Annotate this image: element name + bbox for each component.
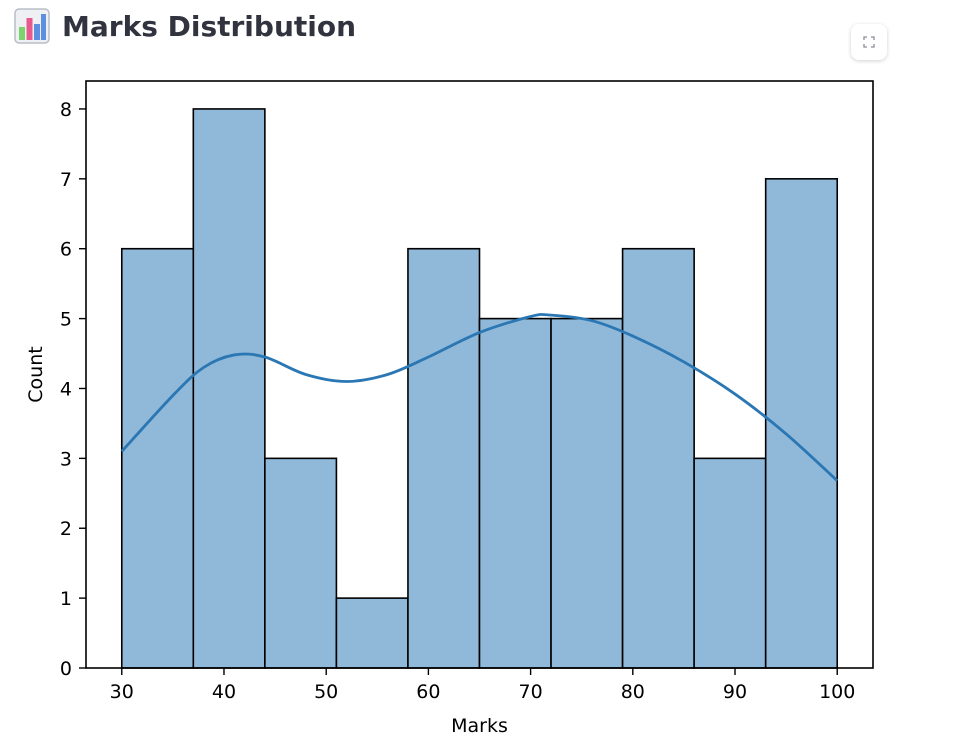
x-tick-label: 50 — [314, 681, 338, 703]
x-tick-label: 90 — [723, 681, 747, 703]
bar-chart-icon — [14, 8, 50, 44]
histogram-bar — [120, 247, 195, 669]
histogram-bar — [478, 317, 552, 669]
fullscreen-button[interactable] — [851, 24, 887, 60]
x-tick-label: 80 — [621, 681, 645, 703]
y-tick-label: 0 — [60, 658, 72, 680]
kde-line — [120, 313, 839, 482]
x-tick-label: 100 — [819, 681, 855, 703]
y-tick-label: 4 — [60, 378, 72, 400]
x-tick-label: 40 — [212, 681, 236, 703]
y-axis-ticks: 0 1 2 3 4 5 6 7 8 — [60, 99, 86, 680]
histogram-bar — [621, 247, 695, 669]
histogram-bar — [550, 317, 624, 669]
x-axis-label: Marks — [451, 715, 508, 737]
y-tick-label: 7 — [60, 169, 72, 191]
x-tick-label: 70 — [519, 681, 543, 703]
histogram-bar — [407, 247, 481, 669]
y-tick-label: 3 — [60, 448, 72, 470]
x-tick-label: 60 — [416, 681, 440, 703]
page-header: Marks Distribution — [14, 4, 356, 48]
fullscreen-icon — [863, 36, 875, 48]
histogram-bar — [764, 178, 839, 669]
histogram-bar — [335, 597, 409, 669]
page-title: Marks Distribution — [62, 9, 357, 43]
y-tick-label: 6 — [60, 239, 72, 261]
y-tick-label: 2 — [60, 518, 72, 540]
x-axis-ticks: 30 40 50 60 70 80 90 100 — [110, 668, 855, 703]
y-tick-label: 8 — [60, 99, 72, 121]
y-axis-label: Count — [25, 346, 47, 402]
y-tick-label: 1 — [60, 588, 72, 610]
histogram-bar — [192, 108, 266, 669]
bars-group — [120, 108, 839, 669]
histogram-bar — [264, 457, 338, 669]
x-tick-label: 30 — [110, 681, 134, 703]
y-tick-label: 5 — [60, 309, 72, 331]
plot-frame — [85, 80, 874, 669]
histogram-bar — [693, 457, 767, 669]
